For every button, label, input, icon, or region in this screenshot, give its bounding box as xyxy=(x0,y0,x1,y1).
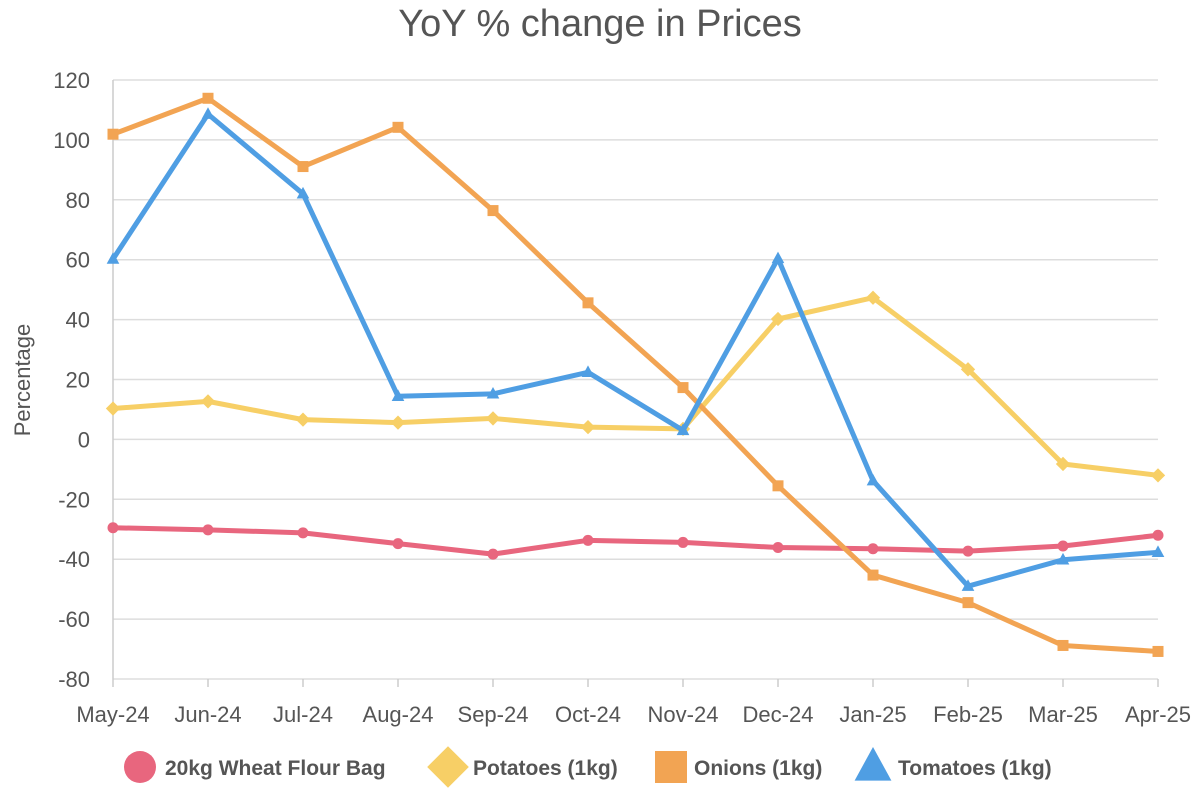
y-tick-label: -60 xyxy=(58,607,90,632)
legend-label: Onions (1kg) xyxy=(694,757,822,780)
legend[interactable]: 20kg Wheat Flour Bag Potatoes (1kg) Onions… xyxy=(124,746,1052,788)
data-point xyxy=(1152,645,1164,657)
data-point xyxy=(390,415,406,430)
data-point xyxy=(865,290,881,305)
data-point xyxy=(200,394,216,409)
data-point xyxy=(961,579,975,591)
data-point xyxy=(485,411,501,426)
data-point xyxy=(962,597,974,609)
y-tick-label: 0 xyxy=(78,427,90,452)
data-point xyxy=(677,382,689,394)
y-tick-label: 20 xyxy=(66,368,90,393)
data-point xyxy=(770,311,786,327)
legend-item[interactable]: Potatoes (1kg) xyxy=(427,746,618,788)
y-axis-ticks: 120 100 80 60 40 20 0 -20 -40 -60 -80 xyxy=(53,68,90,692)
series-4 xyxy=(106,107,1165,591)
x-tick-label: Feb-25 xyxy=(933,702,1003,727)
x-tick-label: May-24 xyxy=(76,702,149,727)
x-tick-label: Sep-24 xyxy=(458,702,529,727)
data-point xyxy=(867,569,879,581)
data-point xyxy=(867,543,879,555)
data-point xyxy=(866,473,880,486)
series-2 xyxy=(105,290,1166,483)
data-point xyxy=(487,205,499,217)
data-point xyxy=(392,538,404,550)
data-point xyxy=(297,527,309,539)
data-point xyxy=(1056,552,1070,565)
x-tick-label: Apr-25 xyxy=(1125,702,1191,727)
data-point xyxy=(1150,468,1166,483)
grid xyxy=(112,79,1158,680)
data-point xyxy=(202,92,214,104)
x-tick-label: Dec-24 xyxy=(743,702,814,727)
series xyxy=(105,92,1166,657)
x-tick-label: Nov-24 xyxy=(648,702,719,727)
legend-item[interactable]: Onions (1kg) xyxy=(655,751,822,783)
series-line xyxy=(110,525,1161,557)
data-point xyxy=(771,251,785,264)
x-tick-label: Aug-24 xyxy=(363,702,434,727)
x-tick-label: Mar-25 xyxy=(1028,702,1098,727)
y-tick-label: 60 xyxy=(66,248,90,273)
data-point xyxy=(486,387,500,399)
y-tick-label: -40 xyxy=(58,547,90,572)
data-point xyxy=(1151,545,1165,557)
data-point xyxy=(107,128,119,140)
series-3 xyxy=(107,92,1164,657)
data-point xyxy=(772,480,784,492)
x-tick-label: Jan-25 xyxy=(839,702,906,727)
series-line xyxy=(110,95,1161,654)
legend-marker xyxy=(655,751,687,783)
data-point xyxy=(1057,639,1069,651)
data-point xyxy=(201,107,215,119)
y-axis-label: Percentage xyxy=(10,324,35,437)
data-point xyxy=(392,121,404,133)
data-point xyxy=(295,412,311,427)
data-point xyxy=(962,545,974,557)
legend-marker xyxy=(854,747,892,781)
y-tick-label: 80 xyxy=(66,188,90,213)
y-tick-label: 40 xyxy=(66,308,90,333)
data-point xyxy=(391,389,405,401)
y-tick-label: 120 xyxy=(53,68,90,93)
legend-marker xyxy=(427,746,469,788)
data-point xyxy=(106,252,120,264)
series-line xyxy=(110,295,1161,478)
data-point xyxy=(960,362,976,377)
data-point xyxy=(581,365,595,377)
legend-label: 20kg Wheat Flour Bag xyxy=(165,757,386,780)
y-tick-label: -80 xyxy=(58,667,90,692)
data-point xyxy=(676,423,690,436)
x-tick-label: Oct-24 xyxy=(555,702,621,727)
data-point xyxy=(487,548,499,560)
legend-marker xyxy=(124,751,156,783)
series-line xyxy=(110,111,1161,589)
series-1 xyxy=(107,522,1164,560)
data-point xyxy=(580,419,596,435)
data-point xyxy=(677,536,689,548)
data-point xyxy=(297,161,309,173)
data-point xyxy=(105,401,121,416)
data-point xyxy=(202,524,214,536)
chart-title: YoY % change in Prices xyxy=(398,3,802,45)
data-point xyxy=(107,522,119,534)
y-tick-label: -20 xyxy=(58,487,90,512)
legend-item[interactable]: Tomatoes (1kg) xyxy=(854,747,1052,781)
x-tick-label: Jun-24 xyxy=(174,702,241,727)
legend-label: Tomatoes (1kg) xyxy=(898,757,1052,780)
y-tick-label: 100 xyxy=(53,128,90,153)
data-point xyxy=(1152,529,1164,541)
data-point xyxy=(582,534,594,546)
data-point xyxy=(1055,456,1071,472)
legend-label: Potatoes (1kg) xyxy=(473,757,618,780)
data-point xyxy=(772,542,784,554)
legend-item[interactable]: 20kg Wheat Flour Bag xyxy=(124,751,386,783)
x-tick-label: Jul-24 xyxy=(273,702,333,727)
data-point xyxy=(1057,540,1069,552)
data-point xyxy=(296,186,310,199)
x-axis-ticks: May-24 Jun-24 Jul-24 Aug-24 Sep-24 Oct-24 Nov-… xyxy=(76,679,1191,727)
data-point xyxy=(582,297,594,309)
